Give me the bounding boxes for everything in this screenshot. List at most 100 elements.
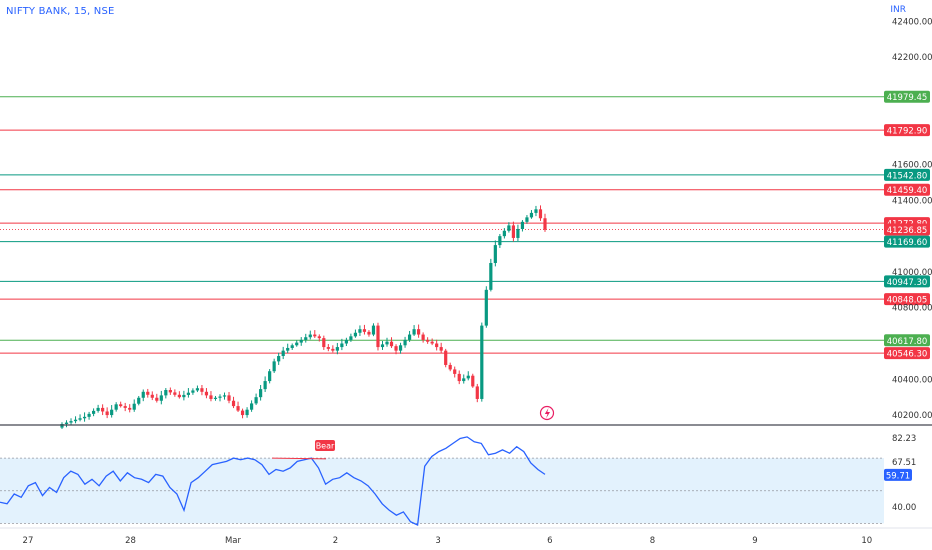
candle-body [182,394,186,398]
level-label: 41792.90 [887,127,928,137]
candle-body [516,228,520,238]
candle-body [236,406,240,411]
candle-body [480,325,484,399]
candle-body [173,392,177,395]
candle-body [394,346,398,351]
candle-body [326,347,330,349]
candle-body [398,345,403,351]
candle-body [277,356,281,362]
level-label: 41169.60 [887,238,928,248]
bear-divergence-line [271,457,327,460]
candle-body [435,343,439,348]
level-label: 40546.30 [887,350,928,360]
candle-body [123,406,127,408]
candle-body [322,338,326,348]
candle-body [295,342,299,346]
level-label-box [884,124,930,137]
candle-body [222,395,227,397]
candle-body [362,329,367,332]
symbol-title[interactable]: NIFTY BANK, 15, NSE [6,6,115,17]
candle-body [200,388,204,392]
candle-body [177,394,181,398]
candle-body [543,218,547,230]
candle-body [317,336,321,339]
candle-body [426,339,430,342]
candle-body [313,334,317,337]
candle-body [82,416,87,419]
candle-body [268,371,272,382]
candle-body [209,395,213,399]
candle-body [484,289,488,326]
time-tick-label: 28 [125,536,136,546]
candle-body [87,413,91,417]
candle-body [91,410,96,414]
candle-body [191,390,195,393]
price-tick-label: 40400.00 [892,375,932,385]
level-label-box [884,334,930,347]
last-price-label: 41236.85 [887,226,928,236]
rsi-tick-label: 40.00 [892,503,916,513]
candle-body [493,245,497,263]
rsi-line [0,436,546,526]
time-tick-label: 2 [333,536,338,546]
candle-body [150,394,154,398]
candle-body [498,236,502,246]
level-label: 41979.45 [887,93,928,103]
candle-body [489,262,493,290]
candle-body [78,418,82,420]
candle-body [511,225,516,238]
candle-body [520,221,525,229]
candle-body [204,391,209,396]
bear-label-box [315,440,335,451]
candle-body [344,339,348,344]
candle-body [105,411,109,416]
price-tick-label: 41400.00 [892,196,932,206]
level-label: 40848.05 [887,296,928,306]
candle-body [195,388,200,391]
lightning-icon-glyph [544,408,550,419]
candle-body [358,329,362,333]
level-label-box [884,183,930,196]
candle-body [507,225,511,231]
candle-body [462,378,466,382]
time-tick-label: 6 [547,536,552,546]
candle-body [281,350,285,357]
level-label-box [884,90,930,103]
candle-body [114,404,118,410]
candle-body [525,217,529,222]
candle-body [417,329,421,335]
candle-body [240,410,245,416]
time-tick-label: 8 [650,536,655,546]
candle-body [534,209,538,213]
currency-label: INR [890,5,906,15]
level-label-box [884,347,930,360]
candle-body [132,403,136,410]
rsi-tick-label: 67.51 [892,458,916,468]
candle-body [245,409,249,416]
time-tick-label: 3 [435,536,440,546]
candle-body [389,341,394,347]
candle-body [263,381,267,390]
candle-body [385,341,389,345]
level-label: 41459.40 [887,186,928,196]
level-label: 40617.80 [887,337,928,347]
time-tick-label: 10 [861,536,872,546]
candle-body [218,396,222,398]
candle-body [304,337,308,340]
candle-body [141,391,145,398]
candle-body [213,397,218,399]
candle-body [430,341,434,344]
candle-body [335,347,339,351]
candle-body [502,230,506,237]
candle-body [96,407,100,411]
level-label-box [884,275,930,288]
candle-body [308,334,312,338]
candle-body [340,343,344,348]
candle-body [349,336,353,340]
level-label-box [884,235,930,248]
candle-body [286,347,290,351]
candle-body [353,332,358,337]
candle-body [231,400,236,407]
rsi-last-label: 59.71 [886,471,910,481]
